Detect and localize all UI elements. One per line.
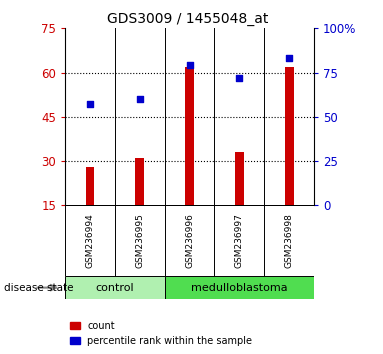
Bar <box>185 67 194 205</box>
FancyBboxPatch shape <box>65 276 165 299</box>
Point <box>286 56 292 61</box>
FancyBboxPatch shape <box>165 276 314 299</box>
Point <box>137 96 143 102</box>
Bar <box>85 167 95 205</box>
Text: disease state: disease state <box>4 282 73 293</box>
Bar <box>285 67 294 205</box>
Text: GSM236996: GSM236996 <box>185 213 194 268</box>
Text: GSM236994: GSM236994 <box>85 213 95 268</box>
Legend: count, percentile rank within the sample: count, percentile rank within the sample <box>70 321 252 346</box>
Text: GSM236998: GSM236998 <box>285 213 294 268</box>
Text: medulloblastoma: medulloblastoma <box>191 282 288 293</box>
Bar <box>135 158 144 205</box>
Bar <box>235 152 244 205</box>
Text: GSM236995: GSM236995 <box>135 213 144 268</box>
Point <box>236 75 242 81</box>
Point <box>187 63 193 68</box>
Text: control: control <box>96 282 134 293</box>
Text: GSM236997: GSM236997 <box>235 213 244 268</box>
Text: GDS3009 / 1455048_at: GDS3009 / 1455048_at <box>107 12 268 27</box>
Point <box>87 102 93 107</box>
